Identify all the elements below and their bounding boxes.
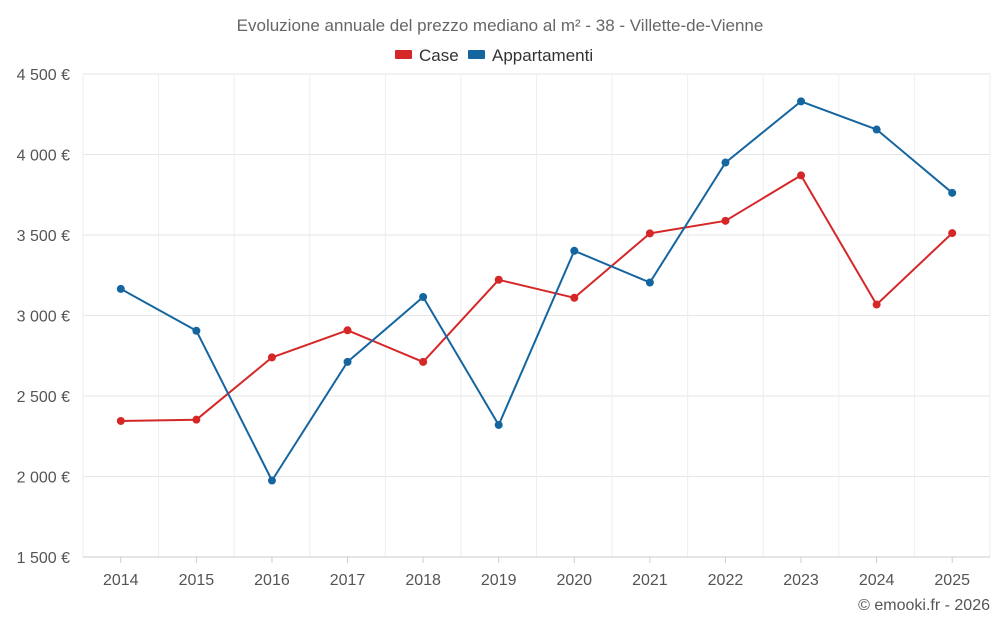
series-layer [116,97,957,485]
data-point[interactable] [797,97,806,106]
data-point[interactable] [872,125,881,134]
chart-title: Evoluzione annuale del prezzo mediano al… [237,16,764,35]
x-tick-label: 2023 [783,572,819,589]
x-tick-label: 2017 [330,572,366,589]
y-tick-label: 1 500 € [17,550,70,567]
x-tick-label: 2022 [708,572,744,589]
data-point[interactable] [948,188,957,197]
x-tick-label: 2019 [481,572,517,589]
series-line-case [120,174,953,422]
legend-label: Appartamenti [492,46,593,65]
y-axis: 1 500 € 2 000 € 2 500 € 3 000 € 3 500 € 4 000… [17,67,70,567]
legend[interactable]: Case Appartamenti [395,46,593,65]
data-point[interactable] [494,275,503,284]
grid [82,73,991,558]
legend-swatch [468,50,485,59]
x-tick-label: 2014 [103,572,139,589]
x-tick-label: 2015 [179,572,215,589]
data-point[interactable] [645,278,654,287]
x-tick-label: 2021 [632,572,668,589]
y-tick-label: 2 000 € [17,470,70,487]
legend-label: Case [419,46,459,65]
data-point[interactable] [797,171,806,180]
x-tick-label: 2024 [859,572,895,589]
legend-item-appartamenti[interactable]: Appartamenti [468,46,593,65]
data-point[interactable] [872,300,881,309]
series-line-appartamenti [120,100,953,482]
x-tick-label: 2020 [556,572,592,589]
data-point[interactable] [419,357,428,366]
x-tick-label: 2018 [405,572,441,589]
data-point[interactable] [116,416,125,425]
data-point[interactable] [116,284,125,293]
data-point[interactable] [721,216,730,225]
x-tick-label: 2016 [254,572,290,589]
x-tick-label: 2025 [934,572,970,589]
credit-text: © emooki.fr - 2026 [858,597,990,614]
data-point[interactable] [343,326,352,335]
data-point[interactable] [192,415,201,424]
y-tick-label: 3 000 € [17,309,70,326]
data-point[interactable] [267,353,276,362]
y-tick-label: 2 500 € [17,389,70,406]
data-point[interactable] [192,326,201,335]
y-tick-label: 3 500 € [17,228,70,245]
legend-swatch [395,50,412,59]
data-point[interactable] [494,420,503,429]
data-point[interactable] [419,292,428,301]
x-axis: 2014 2015 2016 2017 2018 2019 2020 2021 2022 2023… [83,556,990,589]
y-tick-label: 4 000 € [17,148,70,165]
data-point[interactable] [721,158,730,167]
data-point[interactable] [343,357,352,366]
data-point[interactable] [948,229,957,238]
data-point[interactable] [570,246,579,255]
data-point[interactable] [267,476,276,485]
data-point[interactable] [570,293,579,302]
y-tick-label: 4 500 € [17,67,70,84]
data-point[interactable] [645,229,654,238]
legend-item-case[interactable]: Case [395,46,459,65]
